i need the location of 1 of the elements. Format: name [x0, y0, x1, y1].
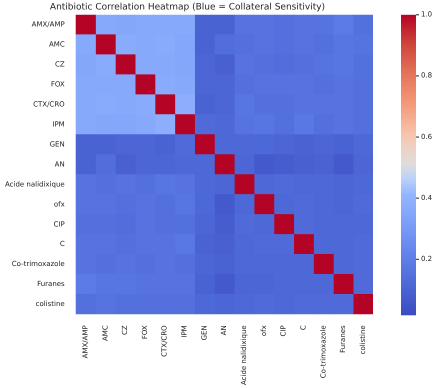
chart-title: Antibiotic Correlation Heatmap (Blue = Collateral Sensitivity)	[50, 2, 326, 13]
